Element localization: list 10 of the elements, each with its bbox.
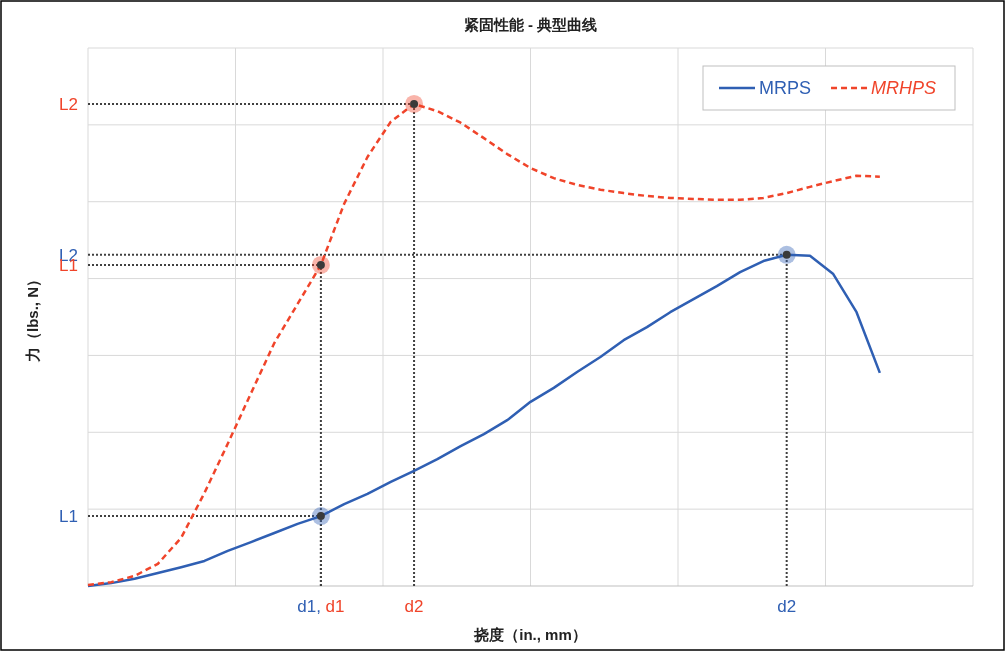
- x-tick-label: d2: [777, 597, 797, 616]
- x-tick-label: d1, d1: [297, 597, 345, 616]
- ref-line-label: L2: [59, 94, 78, 114]
- chart-title: 紧固性能 - 典型曲线: [463, 16, 598, 33]
- y-axis-title: 力（lbs., N）: [24, 271, 41, 364]
- x-axis-title: 挠度（in., mm）: [473, 626, 587, 643]
- x-tick-label: d2: [404, 597, 424, 616]
- legend-label: MRHPS: [871, 78, 937, 98]
- ref-line-label: L1: [59, 507, 78, 527]
- legend-label: MRPS: [759, 78, 812, 98]
